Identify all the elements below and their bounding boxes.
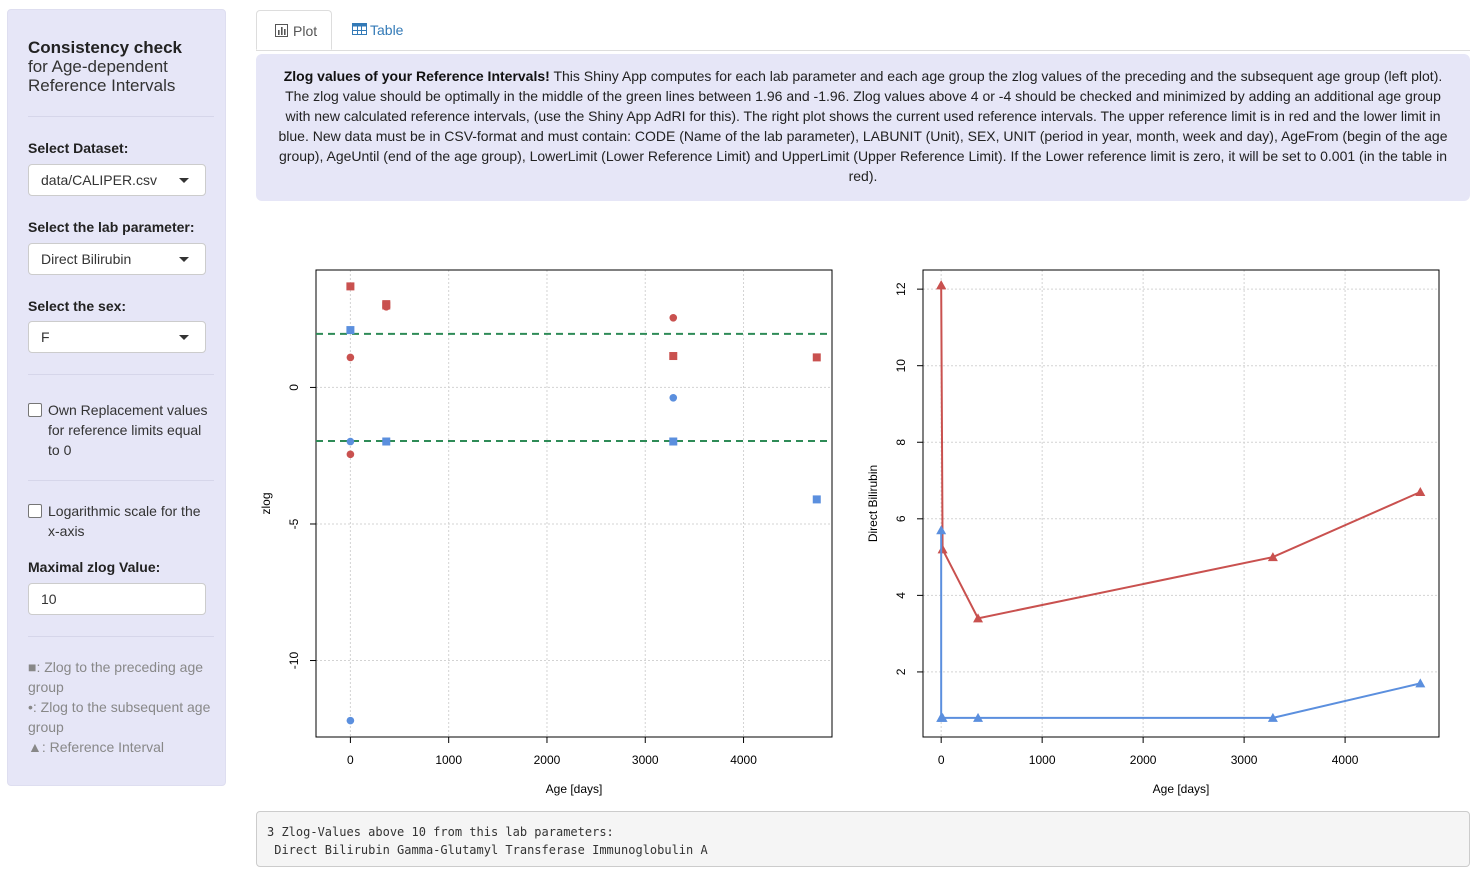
y-tick-label: -5: [287, 518, 301, 529]
tab-table[interactable]: Table: [334, 10, 424, 50]
reference-limit-point: [1267, 712, 1278, 722]
zlog-subsequent-point: [346, 437, 355, 446]
zlog-subsequent-point: [382, 303, 391, 311]
reference-limit-point: [1415, 678, 1426, 688]
output-line-2: Direct Bilirubin Gamma-Glutamyl Transfer…: [267, 843, 708, 857]
y-axis-label: Direct Bilirubin: [866, 465, 880, 542]
zlog-preceding-point: [812, 353, 821, 362]
max-zlog-label: Maximal zlog Value:: [28, 559, 161, 575]
symbol-legend: ■: Zlog to the preceding age group •: Zl…: [28, 657, 214, 757]
zlog-preceding-point: [346, 326, 355, 335]
tab-plot[interactable]: Plot: [256, 10, 332, 50]
x-tick-label: 1000: [435, 753, 462, 767]
dataset-select[interactable]: data/CALIPER.csv: [28, 164, 206, 196]
y-tick-label: 2: [894, 668, 908, 675]
chevron-down-icon: [179, 335, 189, 340]
y-tick-label: 0: [287, 384, 301, 391]
param-select[interactable]: Direct Bilirubin: [28, 243, 206, 275]
x-tick-label: 3000: [1231, 753, 1258, 767]
tab-bar: Plot Table: [256, 10, 1470, 51]
plot-frame: [315, 269, 833, 738]
info-title: Zlog values of your Reference Intervals!: [283, 68, 550, 84]
y-tick-label: 12: [894, 282, 908, 296]
max-zlog-input[interactable]: 10: [28, 583, 206, 615]
reference-interval-line-plot: 0 1000 2000 3000 4000 2 4 6 8 10 12 Age [days] Direc…: [866, 269, 1440, 796]
plot-frame: [922, 269, 1440, 738]
x-tick-label: 2000: [1130, 753, 1157, 767]
zlog-preceding-point: [812, 495, 821, 504]
y-tick-label: 10: [894, 359, 908, 373]
reference-limit-line: [940, 285, 1421, 620]
sidebar-panel: Consistency check for Age-dependent Refe…: [7, 9, 226, 786]
tab-table-label: Table: [370, 22, 404, 38]
bar-chart-icon: [275, 24, 288, 37]
dataset-label: Select Dataset:: [28, 140, 129, 156]
divider: [28, 480, 214, 481]
divider: [28, 374, 214, 375]
app-title-line2: for Age-dependent: [28, 57, 168, 76]
y-axis-label: zlog: [259, 492, 273, 514]
sex-select[interactable]: F: [28, 321, 206, 353]
reference-limit-point: [973, 613, 984, 623]
x-tick-label: 3000: [632, 753, 659, 767]
zlog-scatter-plot: 0 1000 2000 3000 4000 -10 -5 0 Age [days] zlog: [259, 269, 833, 796]
x-tick-label: 1000: [1029, 753, 1056, 767]
sex-select-value: F: [41, 329, 50, 345]
zlog-subsequent-point: [669, 313, 678, 322]
own-replacement-label: Own Replacement values for reference lim…: [48, 402, 208, 458]
reference-limit-point: [936, 525, 947, 535]
x-tick-label: 0: [938, 753, 945, 767]
param-select-value: Direct Bilirubin: [41, 251, 132, 267]
table-icon: [352, 23, 367, 35]
legend-preceding: ■: Zlog to the preceding age group: [28, 659, 204, 695]
zlog-subsequent-point: [346, 450, 355, 459]
app-title: Consistency check for Age-dependent Refe…: [28, 38, 182, 95]
tab-plot-label: Plot: [293, 23, 318, 39]
zlog-preceding-point: [382, 437, 391, 446]
zlog-preceding-point: [669, 437, 678, 446]
legend-reference: ▲: Reference Interval: [28, 739, 165, 755]
own-replacement-checkbox-row[interactable]: Own Replacement values for reference lim…: [28, 400, 214, 462]
zlog-subsequent-point: [346, 716, 355, 725]
x-tick-label: 2000: [534, 753, 561, 767]
reference-limit-line: [940, 530, 1421, 719]
reference-limit-point: [936, 280, 947, 290]
reference-limit-point: [1415, 487, 1426, 497]
reference-limit-point: [1267, 552, 1278, 562]
own-replacement-checkbox[interactable]: [28, 403, 42, 417]
app-title-bold: Consistency check: [28, 38, 183, 57]
y-tick-label: 6: [894, 515, 908, 522]
app-title-line3: Reference Intervals: [28, 76, 176, 95]
divider: [28, 116, 214, 117]
legend-subsequent: •: Zlog to the subsequent age group: [28, 699, 211, 735]
zlog-subsequent-point: [669, 394, 678, 402]
x-tick-label: 4000: [1332, 753, 1359, 767]
zlog-preceding-point: [669, 352, 678, 361]
y-tick-label: 4: [894, 592, 908, 599]
y-tick-label: -10: [287, 652, 301, 670]
zlog-subsequent-point: [346, 353, 355, 362]
info-panel: Zlog values of your Reference Intervals!…: [256, 54, 1470, 201]
zlog-preceding-point: [346, 282, 355, 291]
x-axis-label: Age [days]: [546, 782, 603, 796]
chevron-down-icon: [179, 257, 189, 262]
log-scale-checkbox[interactable]: [28, 504, 42, 518]
output-line-1: 3 Zlog-Values above 10 from this lab par…: [267, 825, 614, 839]
sex-label: Select the sex:: [28, 298, 127, 314]
zlog-output-text: 3 Zlog-Values above 10 from this lab par…: [256, 811, 1470, 867]
info-text: This Shiny App computes for each lab par…: [278, 68, 1448, 184]
reference-limit-point: [973, 712, 984, 722]
y-tick-label: 8: [894, 439, 908, 446]
x-axis-label: Age [days]: [1153, 782, 1210, 796]
x-tick-label: 0: [347, 753, 354, 767]
log-scale-checkbox-row[interactable]: Logarithmic scale for the x-axis: [28, 501, 214, 543]
dataset-select-value: data/CALIPER.csv: [41, 172, 157, 188]
divider: [28, 636, 214, 637]
reference-limit-point: [937, 544, 948, 554]
log-scale-label: Logarithmic scale for the x-axis: [48, 503, 201, 539]
reference-limit-point: [937, 712, 948, 722]
chevron-down-icon: [179, 178, 189, 183]
x-tick-label: 4000: [730, 753, 757, 767]
param-label: Select the lab parameter:: [28, 219, 195, 235]
